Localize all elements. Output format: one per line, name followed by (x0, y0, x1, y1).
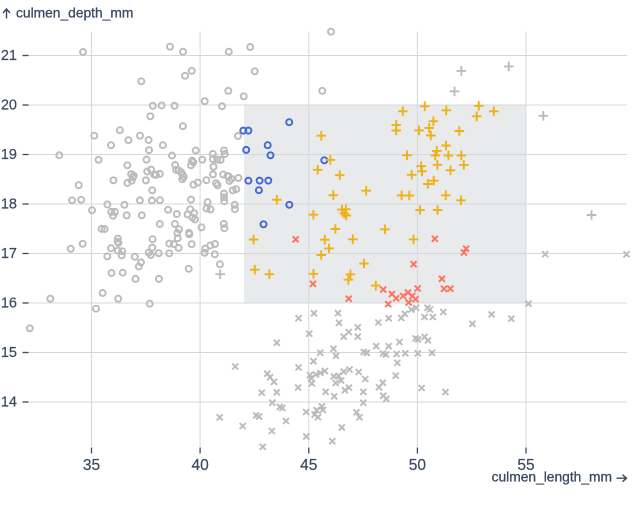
svg-text:40: 40 (191, 457, 209, 474)
svg-text:17: 17 (1, 246, 17, 262)
svg-text:culmen_depth_mm: culmen_depth_mm (16, 6, 133, 21)
svg-text:19: 19 (1, 147, 17, 163)
svg-text:18: 18 (1, 197, 17, 213)
svg-text:culmen_length_mm: culmen_length_mm (492, 469, 612, 484)
svg-text:45: 45 (300, 457, 317, 474)
svg-text:55: 55 (517, 457, 534, 474)
svg-text:35: 35 (83, 457, 100, 474)
svg-text:20: 20 (1, 98, 17, 114)
svg-text:21: 21 (1, 48, 17, 64)
svg-text:14: 14 (1, 395, 17, 411)
svg-text:50: 50 (409, 457, 427, 474)
svg-text:16: 16 (1, 296, 17, 312)
svg-text:15: 15 (1, 345, 17, 361)
